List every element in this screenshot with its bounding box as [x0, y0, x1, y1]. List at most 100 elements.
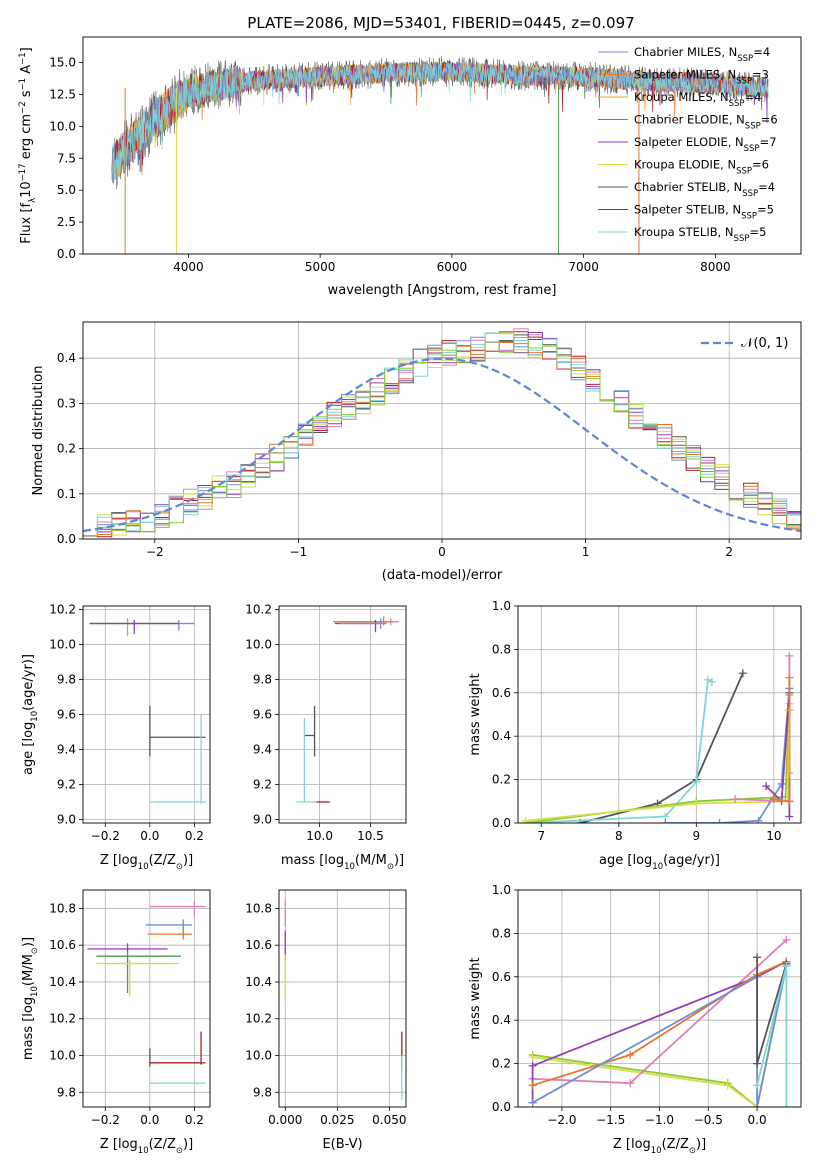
- y-tick-label: 0.0: [57, 247, 76, 261]
- axes-frame: [517, 605, 802, 824]
- y-tick-label: 10.6: [49, 938, 76, 952]
- y-tick-label: 0.2: [492, 1057, 511, 1071]
- y-tick-label: 10.2: [49, 603, 76, 617]
- y-tick-label: 9.0: [253, 813, 272, 827]
- y-axis-label: mass weight: [468, 957, 483, 1039]
- plot-area: [521, 651, 794, 823]
- y-tick-label: 0.0: [492, 1100, 511, 1114]
- y-tick-label: 9.8: [57, 673, 76, 687]
- weight-marker: [769, 795, 778, 804]
- errorbar-point: [304, 705, 316, 757]
- weight-marker: [753, 1103, 762, 1107]
- axes-frame: [278, 605, 407, 824]
- x-tick-label: −1: [290, 545, 308, 559]
- errorbar-point: [149, 714, 206, 804]
- x-tick-label: 7000: [568, 260, 599, 274]
- normal-curve: [83, 357, 801, 533]
- x-tick-label: 1: [582, 545, 590, 559]
- weight-marker: [707, 677, 716, 686]
- errorbar-point: [339, 618, 387, 629]
- y-tick-label: 9.8: [253, 673, 272, 687]
- weight-marker: [528, 1061, 537, 1070]
- y-axis-label: mass [log10(M/M⊙)]: [21, 937, 40, 1060]
- x-tick-label: −0.2: [91, 1113, 120, 1127]
- weight-marker: [626, 1079, 635, 1088]
- x-tick-label: 10.0: [306, 829, 333, 843]
- y-tick-label: 0.2: [492, 773, 511, 787]
- errorbar-point: [96, 952, 182, 993]
- weight-marker: [782, 961, 791, 970]
- y-tick-label: 0.0: [57, 532, 76, 546]
- x-tick-label: −2.0: [547, 1113, 576, 1127]
- y-tick-label: 15.0: [49, 56, 76, 70]
- plot-area: [111, 56, 769, 254]
- axes-frame: [82, 889, 211, 1108]
- y-axis-label: mass weight: [468, 673, 483, 755]
- errorbar-point: [96, 959, 179, 997]
- legend-entry: Chabrier ELODIE, NSSP=6: [634, 113, 778, 132]
- plot-area: [87, 901, 206, 1084]
- weight-marker: [785, 797, 794, 806]
- legend-entry: Salpeter ELODIE, NSSP=7: [634, 135, 777, 154]
- axes-frame: [517, 889, 802, 1108]
- x-tick-label: 0.2: [185, 829, 204, 843]
- y-tick-label: 10.6: [245, 938, 272, 952]
- figure-title: PLATE=2086, MJD=53401, FIBERID=0445, z=0…: [247, 14, 634, 32]
- weight-line: [579, 672, 744, 823]
- x-axis-label: wavelength [Angstrom, rest frame]: [328, 283, 557, 298]
- chart-age_vs_mass: 10.0 10.5 9.0 9.2 9.4 9.6 9.8 10.0 10.2 mass [log…: [245, 603, 407, 872]
- chart-weight_vs_z: −2.0 −1.5 −1.0 −0.5 0.0 0.0 0.2 0.4 0.6 0.8 1.0 Z […: [468, 883, 802, 1156]
- x-tick-label: −0.5: [694, 1113, 723, 1127]
- legend-entry: Kroupa MILES, NSSP=4: [634, 90, 761, 109]
- weight-series: [753, 961, 791, 1107]
- y-tick-label: 0.6: [492, 686, 511, 700]
- plot-area: [284, 899, 403, 1100]
- y-tick-label: 1.0: [492, 883, 511, 897]
- y-tick-label: 10.2: [245, 603, 272, 617]
- x-axis-label: Z [log10(Z/Z⊙)]: [100, 1137, 193, 1156]
- weight-marker: [661, 819, 670, 823]
- y-axis-label: Normed distribution: [31, 366, 46, 496]
- y-tick-label: 7.5: [57, 151, 76, 165]
- weight-marker: [692, 799, 701, 808]
- x-tick-label: 8000: [700, 260, 731, 274]
- x-tick-label: 10.5: [357, 829, 384, 843]
- y-tick-label: 1.0: [492, 599, 511, 613]
- y-tick-label: 10.0: [245, 638, 272, 652]
- weight-marker: [738, 669, 747, 678]
- weight-marker: [785, 651, 794, 660]
- y-tick-label: 10.8: [49, 901, 76, 915]
- y-tick-label: 9.2: [253, 778, 272, 792]
- y-tick-label: 9.6: [253, 708, 272, 722]
- plot-area: [89, 618, 206, 804]
- y-tick-label: 10.0: [245, 1049, 272, 1063]
- x-tick-label: 0.000: [268, 1113, 302, 1127]
- errorbar-point: [149, 1031, 206, 1065]
- legend-entry: Salpeter MILES, NSSP=3: [634, 68, 769, 87]
- y-tick-label: 12.5: [49, 87, 76, 101]
- plot-area: [528, 935, 791, 1107]
- x-tick-label: 6000: [437, 260, 468, 274]
- weight-marker: [785, 673, 794, 682]
- weight-marker: [528, 1081, 537, 1090]
- x-tick-label: 8: [615, 829, 623, 843]
- legend-entry: Kroupa ELODIE, NSSP=6: [634, 158, 769, 177]
- plot-area: [296, 616, 399, 803]
- x-tick-label: 0.0: [140, 829, 159, 843]
- x-tick-label: 0.2: [185, 1113, 204, 1127]
- x-tick-label: −2: [146, 545, 164, 559]
- weight-marker: [528, 1098, 537, 1107]
- y-tick-label: 10.0: [49, 638, 76, 652]
- x-axis-label: age [log10(age/yr)]: [599, 853, 720, 872]
- x-tick-label: 5000: [305, 260, 336, 274]
- axes-frame: [278, 889, 407, 1108]
- y-tick-label: 9.8: [57, 1085, 76, 1099]
- y-tick-label: 5.0: [57, 183, 76, 197]
- y-tick-label: 0.8: [492, 926, 511, 940]
- axes-frame: [82, 605, 211, 824]
- x-axis-label: Z [log10(Z/Z⊙)]: [100, 853, 193, 872]
- y-tick-label: 0.1: [57, 487, 76, 501]
- weight-line: [532, 960, 787, 1087]
- chart-residuals: −2 −1 0 1 2 0.0 0.1 0.2 0.3 0.4 𝒩(0, 1) (data-model…: [31, 321, 802, 583]
- chart-spectrum: 4000 5000 6000 7000 8000 0.0 2.5 5.0 7.5 10.0 12.5…: [18, 36, 802, 298]
